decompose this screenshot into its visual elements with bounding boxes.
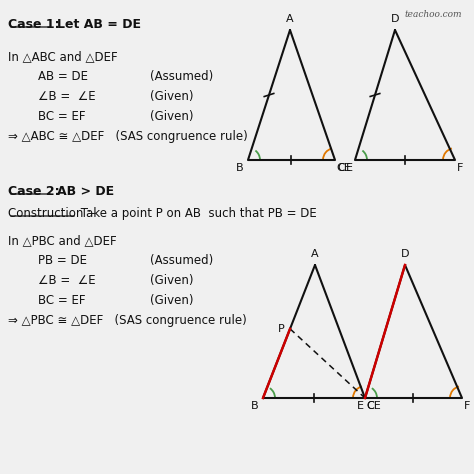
Text: (Assumed): (Assumed) xyxy=(150,254,213,267)
Text: E: E xyxy=(346,163,353,173)
Text: ⇒ △PBC ≅ △DEF   (SAS congruence rule): ⇒ △PBC ≅ △DEF (SAS congruence rule) xyxy=(8,314,247,327)
Text: (Given): (Given) xyxy=(150,294,193,307)
Text: Case 2:: Case 2: xyxy=(8,185,60,198)
Text: CE: CE xyxy=(366,401,381,411)
Text: CE: CE xyxy=(336,163,351,173)
Text: AB = DE: AB = DE xyxy=(38,70,88,83)
Text: B: B xyxy=(237,163,244,173)
Text: BC = EF: BC = EF xyxy=(38,294,85,307)
Text: Let AB = DE: Let AB = DE xyxy=(57,18,141,31)
Text: F: F xyxy=(464,401,470,411)
Text: (Given): (Given) xyxy=(150,274,193,287)
Text: In △ABC and △DEF: In △ABC and △DEF xyxy=(8,50,118,63)
Text: B: B xyxy=(251,401,259,411)
Text: ⇒ △ABC ≅ △DEF   (SAS congruence rule): ⇒ △ABC ≅ △DEF (SAS congruence rule) xyxy=(8,130,248,143)
Text: D: D xyxy=(391,14,399,24)
Text: P: P xyxy=(278,324,285,334)
Text: E: E xyxy=(357,401,364,411)
Text: BC = EF: BC = EF xyxy=(38,110,85,123)
Text: In △PBC and △DEF: In △PBC and △DEF xyxy=(8,234,117,247)
Text: F: F xyxy=(457,163,464,173)
Text: (Given): (Given) xyxy=(150,110,193,123)
Text: ∠B =  ∠E: ∠B = ∠E xyxy=(38,274,96,287)
Text: A: A xyxy=(311,249,319,259)
Text: AB > DE: AB > DE xyxy=(57,185,114,198)
Text: D: D xyxy=(401,249,409,259)
Text: PB = DE: PB = DE xyxy=(38,254,87,267)
Text: A: A xyxy=(286,14,294,24)
Text: C: C xyxy=(337,163,345,173)
Text: C: C xyxy=(366,401,374,411)
Text: (Given): (Given) xyxy=(150,90,193,103)
Text: ∠B =  ∠E: ∠B = ∠E xyxy=(38,90,96,103)
Text: Construction :-: Construction :- xyxy=(8,207,95,220)
Text: Case 1:: Case 1: xyxy=(8,18,60,31)
Text: (Assumed): (Assumed) xyxy=(150,70,213,83)
Text: teachoo.com: teachoo.com xyxy=(404,10,462,19)
Text: Take a point P on AB  such that PB = DE: Take a point P on AB such that PB = DE xyxy=(77,207,317,220)
